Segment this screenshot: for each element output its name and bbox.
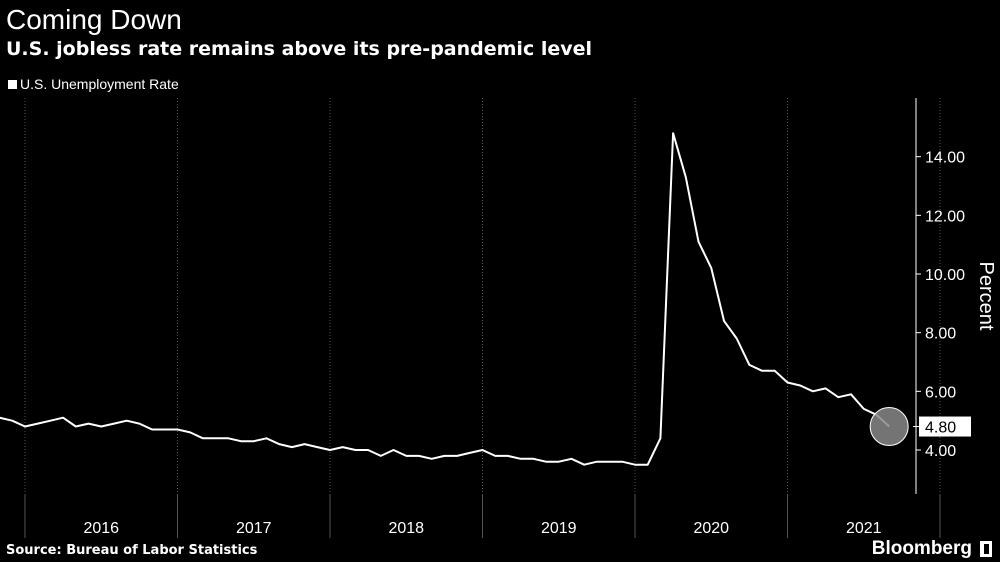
chart-title: Coming Down (6, 4, 182, 35)
brand-mark-icon (980, 541, 992, 557)
chart-subtitle: U.S. jobless rate remains above its pre-… (6, 38, 593, 60)
unemployment-rate-line (0, 132, 890, 466)
y-tick-label: 12.00 (925, 208, 965, 225)
y-axis-title: Percent (975, 262, 997, 331)
chart-legend: U.S. Unemployment Rate (8, 76, 179, 92)
x-tick-label: 2018 (388, 520, 424, 537)
label-layer: 4.80 (913, 416, 971, 437)
x-tick-label: 2019 (541, 520, 577, 537)
last-value-marker (869, 407, 909, 447)
y-tick-label: 4.00 (925, 443, 956, 460)
y-tick-label: 8.00 (925, 326, 956, 343)
axis-layer: 4.00 6.00 8.00 10.00 12.00 14.00 Percent 2016 20… (24, 98, 997, 538)
y-tick-label: 10.00 (925, 267, 965, 284)
legend-label: U.S. Unemployment Rate (20, 76, 179, 92)
y-tick-label: 14.00 (925, 150, 965, 167)
grid-layer (24, 98, 941, 494)
x-tick-label: 2021 (846, 520, 882, 537)
x-tick-label: 2020 (693, 520, 729, 537)
y-tick-label: 6.00 (925, 384, 956, 401)
legend-swatch (8, 79, 17, 89)
last-value-label: 4.80 (925, 420, 956, 437)
brand-logo: Bloomberg (871, 538, 972, 559)
series-layer (0, 132, 909, 466)
source-note: Source: Bureau of Labor Statistics (6, 543, 258, 558)
last-value-box (919, 416, 971, 437)
x-tick-label: 2016 (83, 520, 119, 537)
x-tick-label: 2017 (236, 520, 272, 537)
